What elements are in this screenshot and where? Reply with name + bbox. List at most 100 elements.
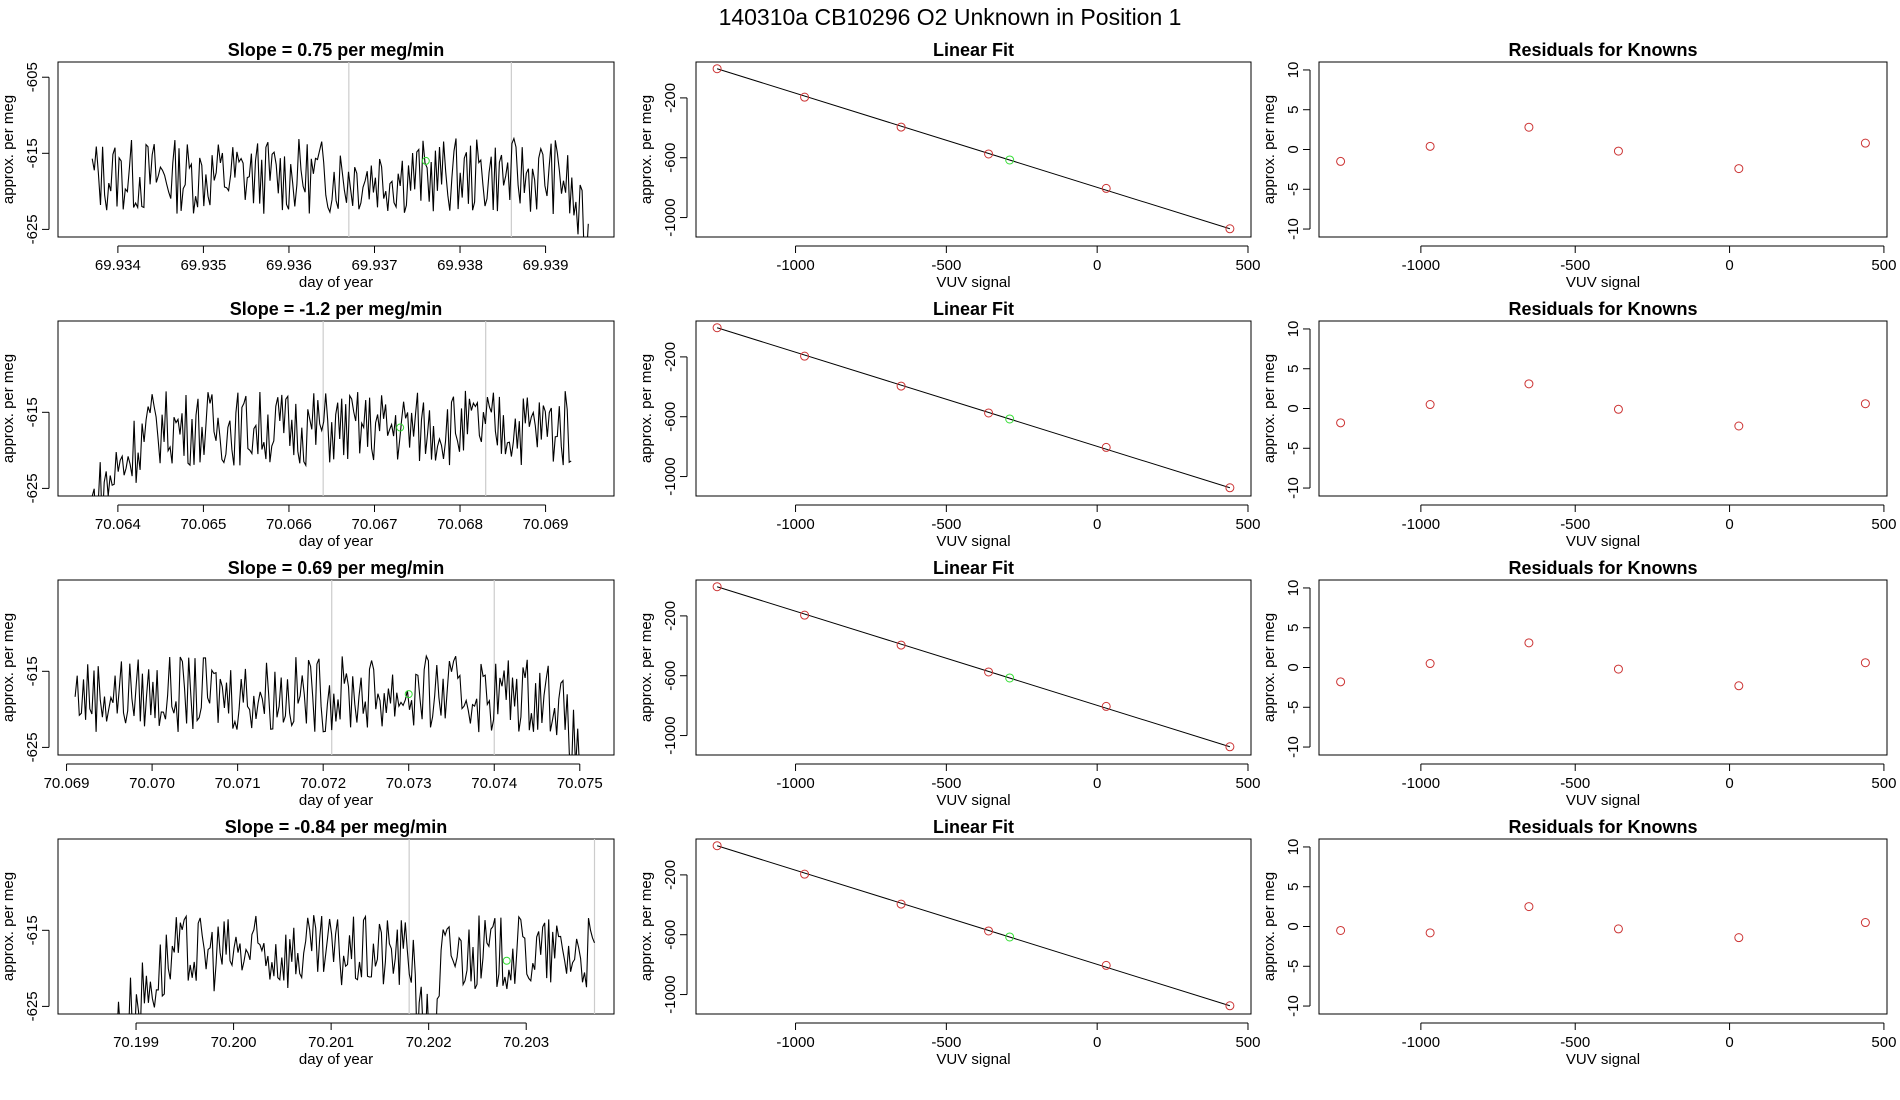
plot-frame — [1318, 320, 1888, 497]
y-tick-label: -600 — [662, 661, 679, 691]
y-axis-label: approx. per meg — [0, 613, 17, 722]
signal-trace — [117, 914, 596, 1014]
x-tick-label: 70.200 — [211, 1034, 257, 1051]
panel-title: Linear Fit — [933, 817, 1014, 837]
y-axis-label: approx. per meg — [638, 95, 655, 204]
y-tick-label: -200 — [662, 342, 679, 372]
residual-point — [1524, 902, 1534, 912]
signal-trace — [74, 654, 580, 755]
marks-group — [1336, 902, 1870, 943]
y-tick-label: -600 — [662, 402, 679, 432]
known-point — [896, 122, 906, 132]
residual-point — [1860, 138, 1870, 148]
unknown-point — [1005, 673, 1015, 683]
residual-point — [1613, 924, 1623, 934]
x-tick-label: -500 — [1560, 257, 1590, 274]
x-tick-label: 0 — [1093, 257, 1101, 274]
x-axis-label: VUV signal — [1566, 1051, 1640, 1068]
y-tick-label: -10 — [1285, 477, 1302, 499]
plot-frame — [695, 61, 1252, 238]
y-tick-label: 10 — [1285, 62, 1302, 79]
y-axis-label: approx. per meg — [1261, 354, 1278, 463]
panel-line-0-0: Slope = 0.75 per meg/min 69.934 69.935 69.9… — [0, 40, 615, 291]
panel-scatter-1-2: Residuals for Knowns -1000 -500 0 500 VUV sig… — [1261, 299, 1896, 550]
x-tick-label: 70.069 — [44, 775, 90, 792]
residual-point — [1734, 164, 1744, 174]
fit-line — [716, 845, 1231, 1007]
known-point — [896, 899, 906, 909]
y-tick-label: -200 — [662, 601, 679, 631]
residual-point — [1613, 664, 1623, 674]
plot-frame — [1318, 838, 1888, 1015]
panel-title: Slope = -0.84 per meg/min — [225, 817, 448, 837]
panel-scatter-2-2: Residuals for Knowns -1000 -500 0 500 VUV sig… — [1261, 558, 1896, 809]
y-tick-label: -1000 — [662, 716, 679, 754]
y-tick-label: -615 — [24, 915, 41, 945]
signal-trace — [91, 390, 572, 496]
known-point — [984, 926, 994, 936]
y-tick-label: 5 — [1285, 106, 1302, 114]
residual-point — [1336, 677, 1346, 687]
y-axis-label: approx. per meg — [1261, 95, 1278, 204]
x-tick-label: -1000 — [776, 1034, 814, 1051]
x-tick-label: 70.203 — [503, 1034, 549, 1051]
x-tick-label: 0 — [1725, 516, 1733, 533]
x-axis-label: VUV signal — [1566, 792, 1640, 809]
known-point — [712, 64, 722, 74]
marks-group — [712, 841, 1235, 1011]
x-tick-label: 70.068 — [437, 516, 483, 533]
x-tick-label: 0 — [1725, 257, 1733, 274]
known-point — [1225, 742, 1235, 752]
x-tick-label: 70.070 — [129, 775, 175, 792]
y-tick-label: -625 — [24, 473, 41, 503]
y-tick-label: 0 — [1285, 145, 1302, 153]
y-axis-label: approx. per meg — [638, 613, 655, 722]
x-tick-label: -500 — [1560, 775, 1590, 792]
panel-title: Slope = -1.2 per meg/min — [230, 299, 443, 319]
panel-title: Residuals for Knowns — [1508, 40, 1697, 60]
y-tick-label: 10 — [1285, 839, 1302, 856]
y-tick-label: -615 — [24, 397, 41, 427]
y-axis-label: approx. per meg — [0, 872, 17, 981]
panel-title: Slope = 0.75 per meg/min — [228, 40, 445, 60]
y-tick-label: 5 — [1285, 883, 1302, 891]
y-tick-label: 0 — [1285, 922, 1302, 930]
marks-group — [74, 580, 580, 755]
x-tick-label: 70.073 — [386, 775, 432, 792]
x-axis-label: VUV signal — [936, 1051, 1010, 1068]
x-tick-label: 500 — [1235, 516, 1260, 533]
panel-title: Linear Fit — [933, 299, 1014, 319]
residual-point — [1336, 418, 1346, 428]
y-tick-label: -10 — [1285, 736, 1302, 758]
x-tick-label: 69.938 — [437, 257, 483, 274]
x-tick-label: -500 — [931, 516, 961, 533]
unknown-point — [1005, 932, 1015, 942]
residual-point — [1524, 638, 1534, 648]
x-tick-label: 500 — [1871, 257, 1896, 274]
x-tick-label: 70.069 — [523, 516, 569, 533]
x-tick-label: -500 — [1560, 516, 1590, 533]
residual-point — [1860, 918, 1870, 928]
x-tick-label: 70.064 — [95, 516, 141, 533]
x-tick-label: -1000 — [1402, 516, 1440, 533]
known-point — [1101, 960, 1111, 970]
known-point — [800, 351, 810, 361]
y-tick-label: -5 — [1285, 442, 1302, 455]
x-axis-label: day of year — [299, 792, 373, 809]
plot-frame — [57, 838, 615, 1015]
y-tick-label: -615 — [24, 656, 41, 686]
plot-frame — [57, 579, 615, 756]
x-tick-label: 69.935 — [180, 257, 226, 274]
known-point — [1101, 183, 1111, 193]
x-tick-label: 500 — [1235, 775, 1260, 792]
fit-line — [716, 68, 1231, 230]
plot-frame — [1318, 579, 1888, 756]
residual-point — [1425, 141, 1435, 151]
figure-title: 140310a CB10296 O2 Unknown in Position 1 — [719, 4, 1182, 30]
marks-group — [712, 64, 1235, 234]
y-axis-label: approx. per meg — [638, 354, 655, 463]
x-axis-label: day of year — [299, 1051, 373, 1068]
y-tick-label: -5 — [1285, 960, 1302, 973]
marks-group — [712, 582, 1235, 752]
